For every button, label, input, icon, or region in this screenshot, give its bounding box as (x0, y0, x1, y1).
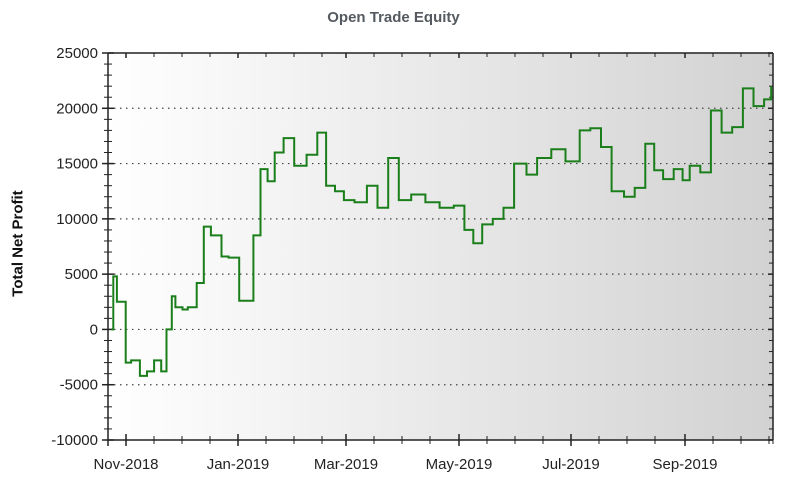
x-tick-label: Jan-2019 (207, 456, 270, 473)
x-axis-ticks: Nov-2018 Jan-2019 Mar-2019 May-2019 Jul-2019… (93, 53, 774, 473)
x-tick-label: Jul-2019 (542, 456, 600, 473)
x-tick-label: May-2019 (426, 456, 493, 473)
axes (107, 52, 774, 446)
y-axis-ticks: 25000 20000 15000 10000 5000 0 -5000 -10000 (51, 45, 773, 449)
y-tick-label: 10000 (56, 211, 98, 228)
y-tick-label: 5000 (65, 266, 98, 283)
y-tick-label: -5000 (60, 377, 98, 394)
x-tick-label: Nov-2018 (93, 456, 158, 473)
x-tick-label: Mar-2019 (314, 456, 378, 473)
y-tick-label: 25000 (56, 45, 98, 62)
y-tick-label: 20000 (56, 100, 98, 117)
y-tick-label: 0 (90, 321, 98, 338)
plot-area (108, 53, 773, 440)
y-tick-label: 15000 (56, 156, 98, 173)
chart-title: Open Trade Equity (327, 9, 460, 26)
equity-line (111, 86, 773, 377)
y-tick-label: -10000 (51, 432, 98, 449)
x-tick-label: Sep-2019 (652, 456, 717, 473)
